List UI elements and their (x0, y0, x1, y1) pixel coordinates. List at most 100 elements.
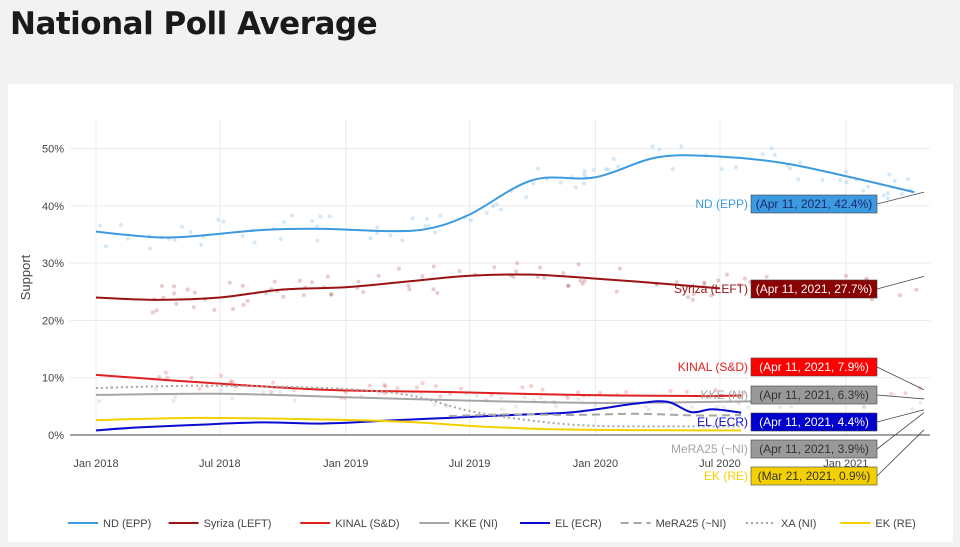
series-line[interactable] (95, 384, 742, 428)
poll-point (796, 177, 801, 182)
poll-point (356, 279, 361, 284)
poll-average-chart[interactable]: 0% 10% 20% 30% 40% 50% Jan 2018 Jul 2018 Jan 201… (8, 84, 953, 542)
poll-point (514, 269, 519, 274)
poll-point (885, 191, 890, 196)
end-label-leader (876, 409, 925, 423)
poll-point (520, 385, 525, 390)
end-label: EL (ECR) (Apr 11, 2021, 4.4%) (697, 409, 925, 432)
poll-point (191, 305, 196, 310)
poll-point (432, 402, 437, 407)
poll-point (315, 238, 320, 243)
poll-point (315, 224, 320, 229)
end-label-value: (Mar 21, 2021, 0.9%) (758, 469, 871, 483)
y-tick-label: 10% (42, 373, 64, 385)
poll-point (125, 236, 130, 241)
end-label-leader (876, 191, 925, 205)
poll-point (772, 152, 777, 157)
poll-point (576, 262, 581, 267)
poll-point (388, 233, 393, 238)
poll-point (733, 165, 738, 170)
poll-point (494, 202, 499, 207)
poll-point (910, 407, 915, 412)
poll-point (150, 310, 155, 315)
poll-point (435, 290, 440, 295)
end-label-leader (876, 394, 925, 400)
poll-point (318, 214, 323, 219)
poll-point (914, 287, 919, 292)
poll-point (862, 405, 867, 410)
poll-point (798, 160, 803, 165)
poll-point (531, 181, 536, 186)
series-line[interactable] (95, 154, 915, 239)
poll-point (616, 164, 621, 169)
poll-point (325, 274, 330, 279)
legend-item[interactable]: KINAL (S&D) (300, 518, 400, 530)
legend-item[interactable]: KKE (NI) (419, 518, 498, 530)
series-line[interactable] (95, 416, 742, 432)
legend-item[interactable]: XA (NI) (746, 518, 816, 530)
poll-point (252, 240, 257, 245)
poll-point (367, 383, 372, 388)
poll-point (395, 386, 400, 391)
poll-point (582, 169, 587, 174)
poll-point (536, 166, 541, 171)
legend: ND (EPP) Syriza (LEFT) KINAL (S&D) KKE (NI)… (68, 518, 916, 530)
legend-item[interactable]: Syriza (LEFT) (168, 518, 272, 530)
poll-point (329, 292, 334, 297)
poll-point (396, 266, 401, 271)
end-label-value: (Apr 11, 2021, 4.4%) (759, 415, 869, 429)
end-label: MeRA25 (~NI) (Apr 11, 2021, 3.9%) (671, 412, 925, 459)
poll-point (903, 391, 908, 396)
poll-point (789, 404, 794, 409)
series-line[interactable] (95, 273, 721, 301)
poll-point (433, 230, 438, 235)
poll-point (433, 384, 438, 389)
poll-point (702, 280, 707, 285)
series-line[interactable] (95, 392, 763, 404)
poll-point (297, 278, 302, 283)
poll-point (716, 278, 721, 283)
poll-point (368, 236, 373, 241)
end-labels: ND (EPP) (Apr 11, 2021, 42.4%) Syriza (LEF… (671, 191, 925, 486)
poll-point (565, 395, 570, 400)
legend-label: KINAL (S&D) (335, 518, 399, 530)
legend-item[interactable]: EL (ECR) (520, 518, 602, 530)
series-line[interactable] (95, 400, 742, 432)
end-label-leader (876, 412, 925, 450)
end-label-leader (876, 275, 925, 290)
poll-point (468, 218, 473, 223)
poll-point (725, 272, 730, 277)
legend-item[interactable]: ND (EPP) (68, 518, 151, 530)
poll-point (172, 291, 177, 296)
poll-point (906, 177, 911, 182)
poll-point (892, 178, 897, 183)
poll-point (554, 404, 559, 409)
legend-label: XA (NI) (781, 518, 816, 530)
end-label-name: Syriza (LEFT) (674, 282, 748, 296)
poll-point (668, 406, 673, 411)
poll-point (438, 394, 443, 399)
poll-point (778, 405, 783, 410)
end-label-leader (876, 366, 925, 391)
poll-point (192, 290, 197, 295)
poll-point (690, 297, 695, 302)
legend-item[interactable]: MeRA25 (~NI) (620, 518, 727, 530)
legend-item[interactable]: EK (RE) (840, 518, 916, 530)
poll-point (261, 389, 266, 394)
poll-point (212, 307, 217, 312)
poll-point (240, 234, 245, 239)
poll-point (228, 379, 233, 384)
poll-point (897, 293, 902, 298)
series-line[interactable] (95, 373, 742, 398)
poll-point (499, 407, 504, 412)
poll-point (197, 386, 202, 391)
poll-point (674, 280, 679, 285)
poll-point (691, 292, 696, 297)
y-tick-label: 50% (42, 144, 64, 156)
poll-point (668, 388, 673, 393)
poll-point (885, 196, 890, 201)
poll-point (171, 398, 176, 403)
x-tick-label: Jan 2018 (73, 458, 118, 470)
series-line[interactable] (449, 412, 742, 418)
end-label-value: (Apr 11, 2021, 27.7%) (756, 282, 873, 296)
